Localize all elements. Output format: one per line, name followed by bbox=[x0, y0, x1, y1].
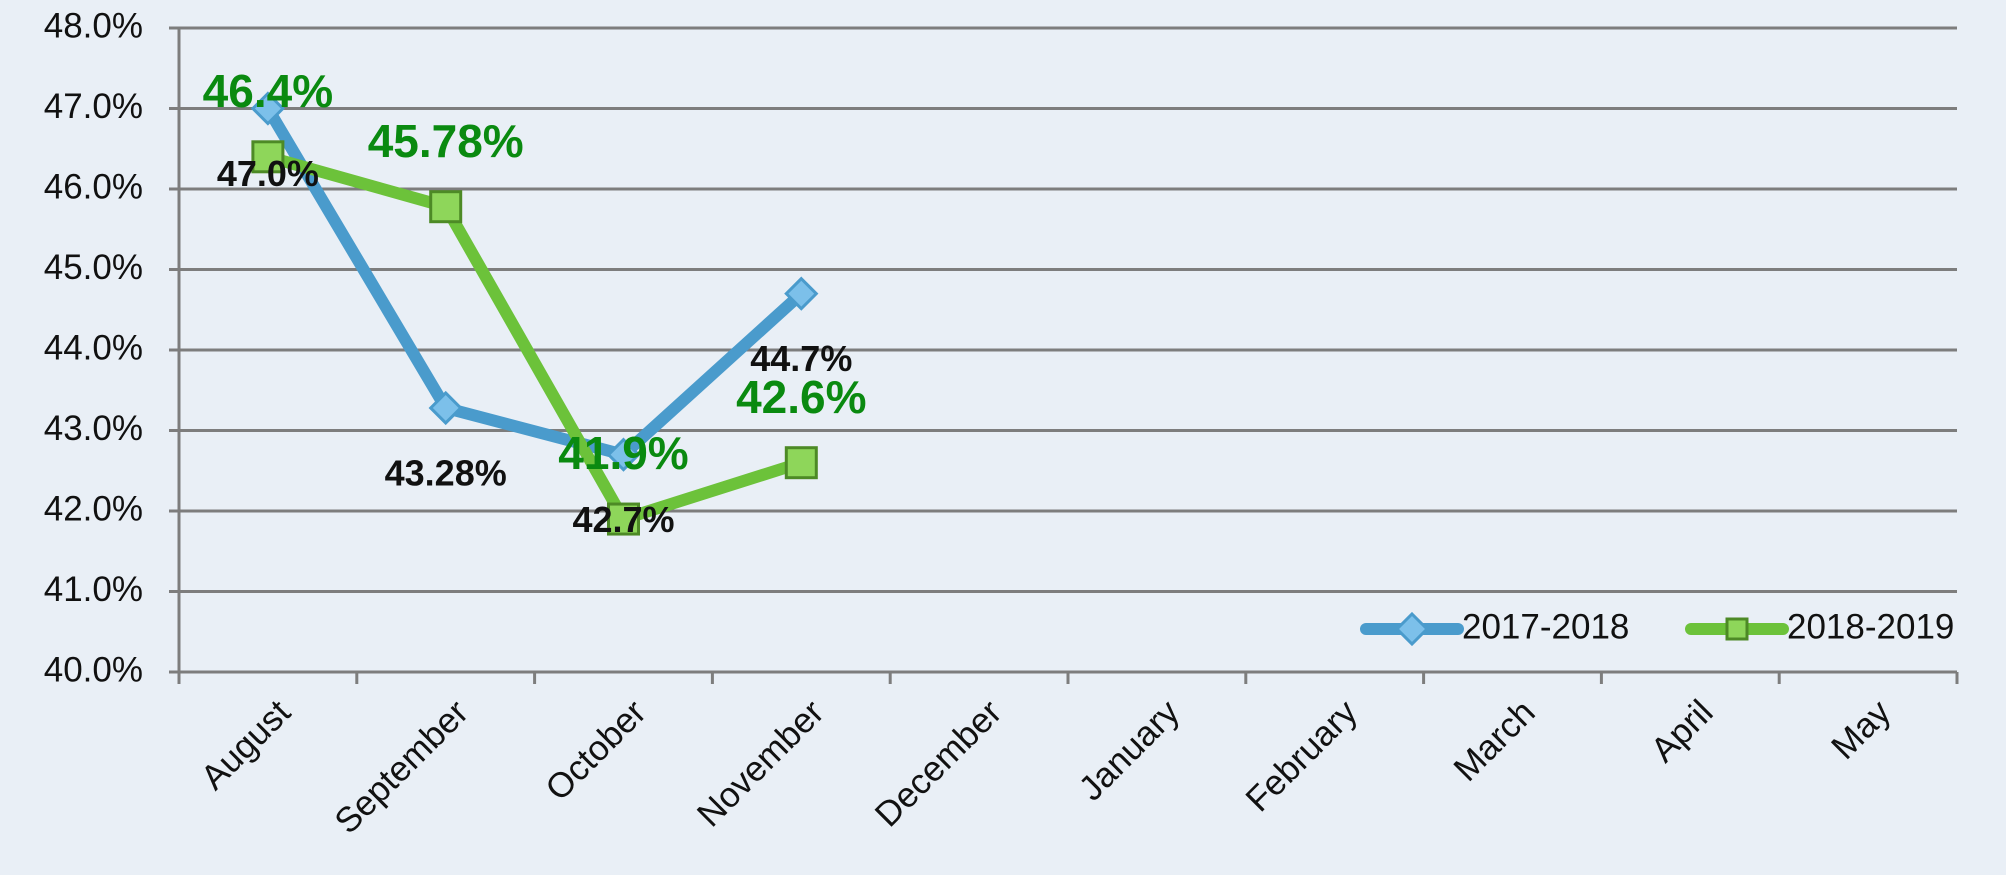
data-label: 42.7% bbox=[572, 499, 674, 540]
y-tick-label: 44.0% bbox=[44, 328, 143, 367]
series-line bbox=[266, 151, 804, 526]
x-tick-label: September bbox=[327, 692, 476, 841]
data-label: 44.7% bbox=[750, 338, 852, 379]
marker bbox=[251, 140, 285, 174]
x-tick-label: May bbox=[1824, 692, 1899, 767]
marker bbox=[429, 190, 463, 224]
y-tick-label: 43.0% bbox=[44, 409, 143, 448]
legend-item: 2017-2018 bbox=[1360, 607, 1629, 647]
x-tick-label: January bbox=[1071, 692, 1187, 808]
y-tick-label: 45.0% bbox=[44, 248, 143, 287]
data-label: 42.6% bbox=[736, 371, 866, 423]
x-tick-label: February bbox=[1238, 692, 1365, 819]
legend-label: 2017-2018 bbox=[1462, 607, 1629, 646]
data-label: 45.78% bbox=[368, 115, 524, 167]
x-tick-label: April bbox=[1643, 693, 1720, 770]
marker bbox=[428, 390, 463, 426]
y-tick-label: 48.0% bbox=[44, 6, 143, 45]
y-tick-label: 47.0% bbox=[44, 87, 143, 126]
marker bbox=[784, 446, 818, 480]
legend-item: 2018-2019 bbox=[1685, 607, 1954, 646]
x-tick-label: August bbox=[193, 692, 298, 797]
legend-marker bbox=[1725, 617, 1749, 641]
y-tick-label: 40.0% bbox=[44, 650, 143, 689]
x-tick-label: November bbox=[690, 692, 832, 834]
x-tick-label: December bbox=[868, 692, 1010, 834]
data-label: 43.28% bbox=[385, 452, 507, 493]
data-label: 46.4% bbox=[203, 65, 333, 117]
data-label: 47.0% bbox=[217, 153, 319, 194]
series-line bbox=[262, 105, 806, 461]
x-tick-label: October bbox=[538, 692, 654, 808]
data-label: 41.9% bbox=[558, 427, 688, 479]
y-tick-label: 46.0% bbox=[44, 167, 143, 206]
legend-marker bbox=[1394, 611, 1430, 647]
marker bbox=[250, 91, 286, 126]
y-tick-label: 41.0% bbox=[44, 570, 143, 609]
marker bbox=[784, 276, 819, 311]
marker bbox=[607, 502, 640, 536]
y-tick-label: 42.0% bbox=[44, 489, 143, 528]
legend-label: 2018-2019 bbox=[1787, 607, 1954, 646]
x-tick-label: March bbox=[1446, 693, 1542, 789]
marker bbox=[606, 437, 641, 472]
